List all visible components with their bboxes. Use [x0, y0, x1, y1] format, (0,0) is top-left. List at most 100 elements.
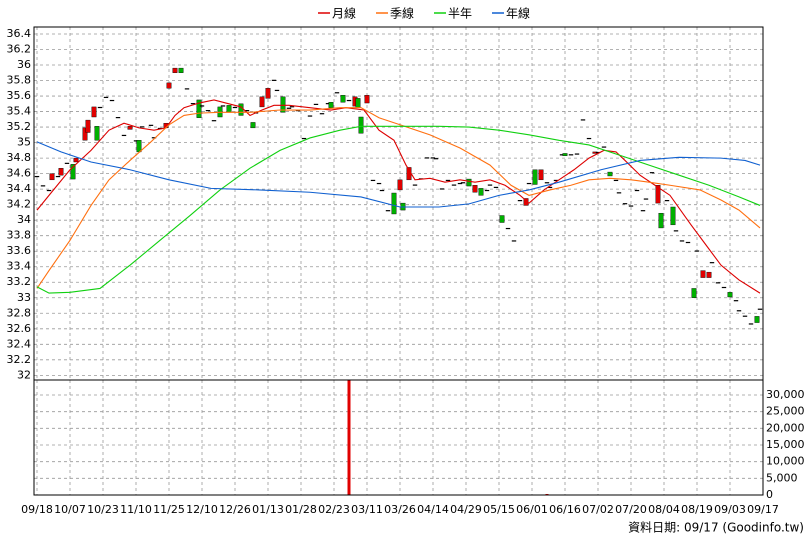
candle: [64, 162, 70, 164]
candle: [220, 105, 226, 107]
candle: [445, 179, 451, 182]
x-tick-label: 11/10: [120, 503, 152, 516]
candle: [622, 203, 628, 205]
x-tick-label: 09/18: [21, 503, 53, 516]
candle: [457, 182, 463, 185]
ma-line: [36, 141, 761, 208]
y-tick-label: 33.2: [7, 275, 32, 288]
candle: [538, 169, 544, 181]
candle: [115, 116, 121, 119]
x-tick-label: 12/26: [219, 503, 251, 516]
x-tick-label: 10/23: [87, 503, 119, 516]
candle: [238, 103, 244, 116]
x-tick-label: 01/28: [285, 503, 317, 516]
candle: [265, 88, 271, 99]
candle: [313, 103, 319, 106]
y-tick-label: 15,000: [766, 438, 805, 451]
candle: [91, 106, 97, 118]
y-tick-label: 34.4: [7, 182, 32, 195]
candle: [511, 240, 517, 242]
x-tick-label: 10/07: [54, 503, 86, 516]
candle: [70, 164, 76, 180]
y-tick-label: 35: [17, 136, 31, 149]
candle: [271, 79, 277, 81]
candle: [547, 186, 553, 189]
candle: [379, 189, 385, 192]
candle: [517, 200, 523, 202]
y-tick-label: 32.4: [7, 337, 32, 350]
candle: [205, 110, 211, 112]
candle: [136, 140, 142, 153]
candle: [472, 185, 478, 193]
candle: [562, 153, 568, 156]
candle: [139, 126, 145, 128]
candle: [532, 169, 538, 185]
candle: [319, 113, 325, 115]
legend-label: 年線: [506, 6, 530, 21]
candle: [226, 105, 232, 113]
candle: [649, 172, 655, 174]
candle: [73, 157, 79, 163]
candle: [334, 92, 340, 94]
candle: [289, 106, 295, 108]
candle: [355, 98, 361, 108]
y-tick-label: 20,000: [766, 421, 805, 434]
candle: [157, 127, 163, 130]
candle: [199, 105, 205, 107]
x-tick-label: 03/26: [384, 503, 416, 516]
candle: [673, 230, 679, 232]
candle: [679, 240, 685, 242]
legend-label: 半年: [448, 7, 472, 21]
candle: [166, 82, 172, 89]
x-tick-label: 02/23: [318, 503, 350, 516]
candle: [82, 127, 88, 141]
candle: [58, 167, 64, 176]
x-tick-label: 12/10: [186, 503, 218, 516]
candle: [196, 99, 202, 118]
candle: [658, 212, 664, 229]
candle: [616, 192, 622, 194]
candle: [325, 103, 331, 105]
candle: [307, 115, 313, 117]
y-tick-label: 33.8: [7, 229, 32, 242]
volume-bar: [347, 380, 351, 495]
candle: [358, 116, 364, 134]
candle: [574, 153, 580, 155]
candle: [568, 154, 574, 156]
candle: [40, 185, 46, 187]
candle: [706, 271, 712, 278]
candle: [430, 157, 436, 159]
candle: [628, 205, 634, 207]
candle: [376, 182, 382, 185]
candle: [190, 103, 196, 105]
candle: [259, 96, 265, 108]
candle: [613, 179, 619, 182]
candle: [634, 189, 640, 192]
y-tick-label: 34.2: [7, 198, 32, 211]
candle: [109, 99, 115, 102]
candle: [487, 184, 493, 186]
candle: [700, 270, 706, 278]
candle: [757, 308, 763, 310]
y-tick-label: 36: [17, 58, 31, 71]
y-tick-label: 30,000: [766, 388, 805, 401]
plot-frame: [33, 26, 764, 381]
candle: [364, 95, 370, 104]
candle: [55, 175, 61, 178]
candle: [709, 262, 715, 264]
y-tick-label: 34.6: [7, 167, 32, 180]
y-tick-label: 10,000: [766, 455, 805, 468]
candle: [664, 200, 670, 202]
candle: [433, 158, 439, 160]
y-tick-label: 33.4: [7, 260, 32, 273]
x-tick-label: 08/04: [648, 503, 680, 516]
candle: [685, 241, 691, 244]
candle: [439, 188, 445, 190]
candle: [670, 206, 676, 226]
candle: [172, 67, 178, 73]
candle: [754, 316, 760, 323]
x-tick-label: 05/15: [483, 503, 515, 516]
candle: [178, 67, 184, 73]
candle: [280, 96, 286, 113]
candle: [391, 192, 397, 215]
